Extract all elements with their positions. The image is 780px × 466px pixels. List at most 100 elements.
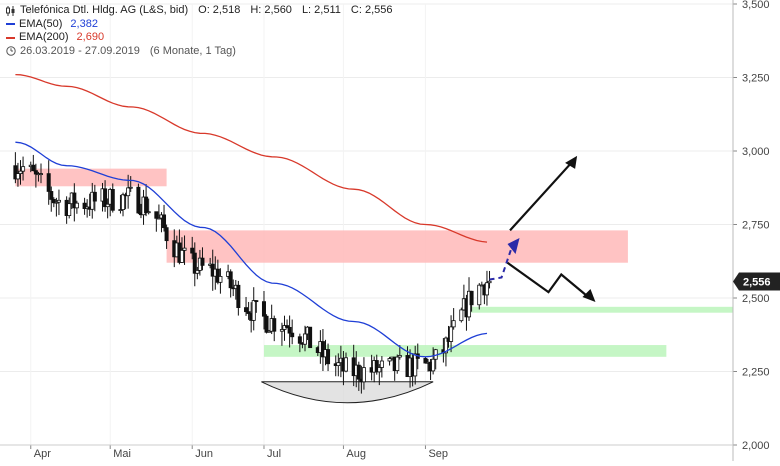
ohlc-open: O: 2,518	[198, 4, 241, 16]
x-tick-label: Jun	[195, 448, 213, 460]
y-tick-label: 3,250	[742, 73, 770, 85]
x-tick-label: Apr	[34, 448, 51, 460]
candle-body	[356, 364, 361, 380]
bullish-arrowhead	[565, 155, 578, 169]
candle-body	[162, 214, 167, 229]
candle-body	[261, 301, 266, 317]
candle-body	[395, 356, 400, 372]
candle-body	[326, 349, 331, 365]
candle-body	[302, 333, 307, 345]
ema200-line	[15, 73, 488, 243]
candlestick-icon	[6, 5, 15, 16]
y-tick-label: 3,500	[742, 0, 770, 11]
gridlines	[0, 3, 733, 446]
candle-body	[267, 330, 272, 333]
candle-body	[374, 360, 379, 373]
candle-body	[218, 276, 223, 283]
candle-body	[74, 202, 79, 209]
annotations	[489, 155, 596, 302]
candle-body	[164, 227, 169, 242]
ema-lines	[15, 73, 488, 358]
candle-body	[379, 360, 384, 368]
projection-arrowhead	[507, 238, 520, 255]
candle-body	[156, 217, 161, 220]
ema50-swatch	[6, 23, 15, 26]
clock-icon	[6, 46, 16, 56]
candle-body	[128, 186, 133, 189]
candle-body	[361, 367, 366, 383]
candle-body	[192, 252, 197, 274]
candle-body	[228, 271, 233, 289]
candle-body	[397, 355, 402, 358]
candle-body	[13, 165, 18, 180]
candle-body	[423, 358, 428, 364]
bullish-arrow	[509, 159, 575, 232]
candle-body	[195, 270, 200, 274]
candle-body	[343, 357, 348, 372]
candle-body	[287, 326, 292, 334]
x-tick-label: Sep	[428, 448, 448, 460]
candle-body	[136, 186, 141, 214]
candle-body	[144, 196, 149, 214]
candle-body	[154, 211, 159, 219]
candle-body	[431, 358, 436, 372]
candle-body	[46, 173, 51, 192]
candle-body	[308, 326, 313, 349]
candle-body	[251, 300, 256, 321]
candle-body	[126, 187, 131, 197]
candle-body	[484, 282, 489, 296]
rounding-bottom-bowl	[261, 381, 434, 404]
support-zone	[263, 345, 667, 357]
candle-body	[21, 166, 26, 172]
ema50-line	[15, 141, 488, 358]
candle-body	[246, 311, 251, 314]
candle-body	[215, 268, 220, 283]
candle-body	[469, 290, 474, 306]
y-tick-label: 2,250	[742, 367, 770, 379]
y-tick-label: 2,500	[742, 293, 770, 305]
period: (6 Monate, 1 Tag)	[149, 44, 236, 57]
ema50-value: 2,382	[70, 17, 98, 30]
candle-body	[121, 194, 126, 210]
legend-title-row: Telefónica Dtl. Hldg. AG (L&S, bid) O: 2…	[6, 4, 396, 18]
ohlc-close: C: 2,556	[350, 4, 393, 16]
candle-body	[105, 203, 110, 208]
candle-body	[190, 247, 195, 254]
candle-body	[449, 326, 454, 342]
candle-body	[387, 358, 392, 362]
resistance-zone	[166, 230, 628, 263]
ema200-value: 2,690	[76, 31, 105, 43]
x-tick-label: Aug	[346, 448, 366, 460]
candle-body	[110, 189, 115, 211]
candle-body	[18, 170, 23, 174]
candle-body	[477, 284, 482, 306]
legend-ema200: EMA(200) 2,690	[6, 31, 396, 45]
last-price-tag	[733, 272, 780, 291]
candle-body	[67, 203, 72, 216]
candle-body	[200, 257, 205, 266]
candle-body	[39, 173, 44, 176]
bearish-arrowhead	[582, 289, 596, 302]
candle-body	[279, 329, 284, 332]
candle-body	[254, 300, 259, 303]
candle-body	[413, 353, 418, 377]
candle-body	[33, 170, 38, 175]
date-range: 26.03.2019 - 27.09.2019	[20, 44, 140, 57]
candle-body	[72, 192, 77, 209]
bearish-arrow	[506, 261, 591, 299]
instrument-name: Telefónica Dtl. Hldg. AG (L&S, bid)	[20, 4, 189, 16]
projection-path	[489, 247, 513, 281]
candle-body	[459, 309, 464, 322]
resistance-zone	[15, 168, 167, 187]
ema50-label: EMA(50)	[19, 17, 63, 30]
candle-body	[49, 191, 54, 200]
candle-body	[15, 173, 20, 180]
candle-body	[285, 325, 290, 328]
legend-ema50: EMA(50) 2,382	[6, 18, 396, 32]
candle-body	[54, 201, 59, 204]
candle-body	[272, 318, 277, 332]
x-tick-label: Jul	[267, 448, 281, 460]
